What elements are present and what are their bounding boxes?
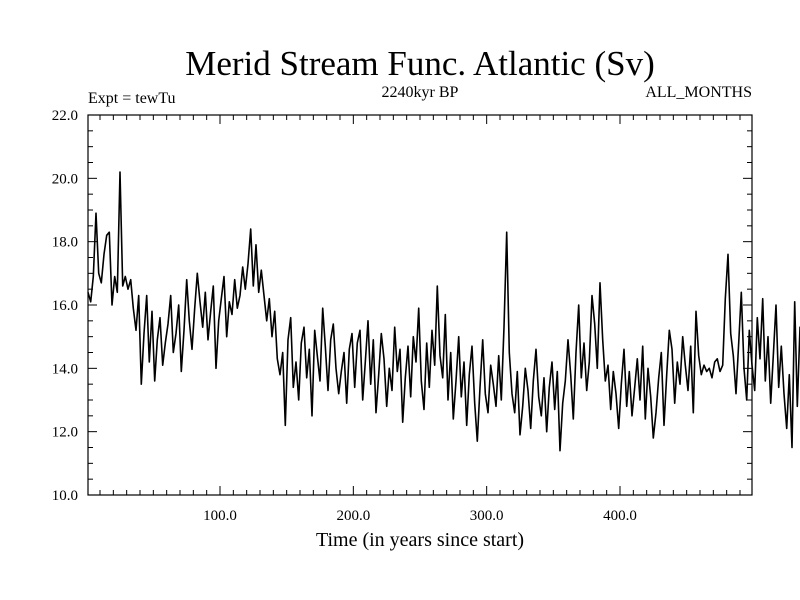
y-tick-label: 22.0 bbox=[52, 108, 78, 124]
x-tick-label: 200.0 bbox=[336, 508, 370, 524]
x-tick-label: 300.0 bbox=[470, 508, 504, 524]
series-line-0 bbox=[87, 171, 800, 452]
x-axis-ticks: 100.0 200.0 300.0 400.0 bbox=[99, 115, 741, 524]
experiment-label: Expt = tewTu bbox=[88, 90, 176, 107]
y-tick-label: 14.0 bbox=[52, 361, 78, 377]
y-axis-ticks: 10.0 12.0 14.0 16.0 18.0 20.0 22.0 bbox=[52, 108, 752, 504]
y-tick-label: 12.0 bbox=[52, 425, 78, 441]
months-label: ALL_MONTHS bbox=[645, 84, 752, 101]
period-label: 2240kyr BP bbox=[382, 84, 459, 101]
y-tick-label: 18.0 bbox=[52, 235, 78, 251]
x-tick-label: 400.0 bbox=[603, 508, 637, 524]
y-tick-label: 10.0 bbox=[52, 488, 78, 504]
plot-area bbox=[87, 171, 800, 452]
chart-title: Merid Stream Func. Atlantic (Sv) bbox=[185, 44, 655, 83]
x-axis-label: Time (in years since start) bbox=[316, 529, 524, 551]
y-tick-label: 16.0 bbox=[52, 298, 78, 314]
y-tick-label: 20.0 bbox=[52, 171, 78, 187]
x-tick-label: 100.0 bbox=[203, 508, 237, 524]
